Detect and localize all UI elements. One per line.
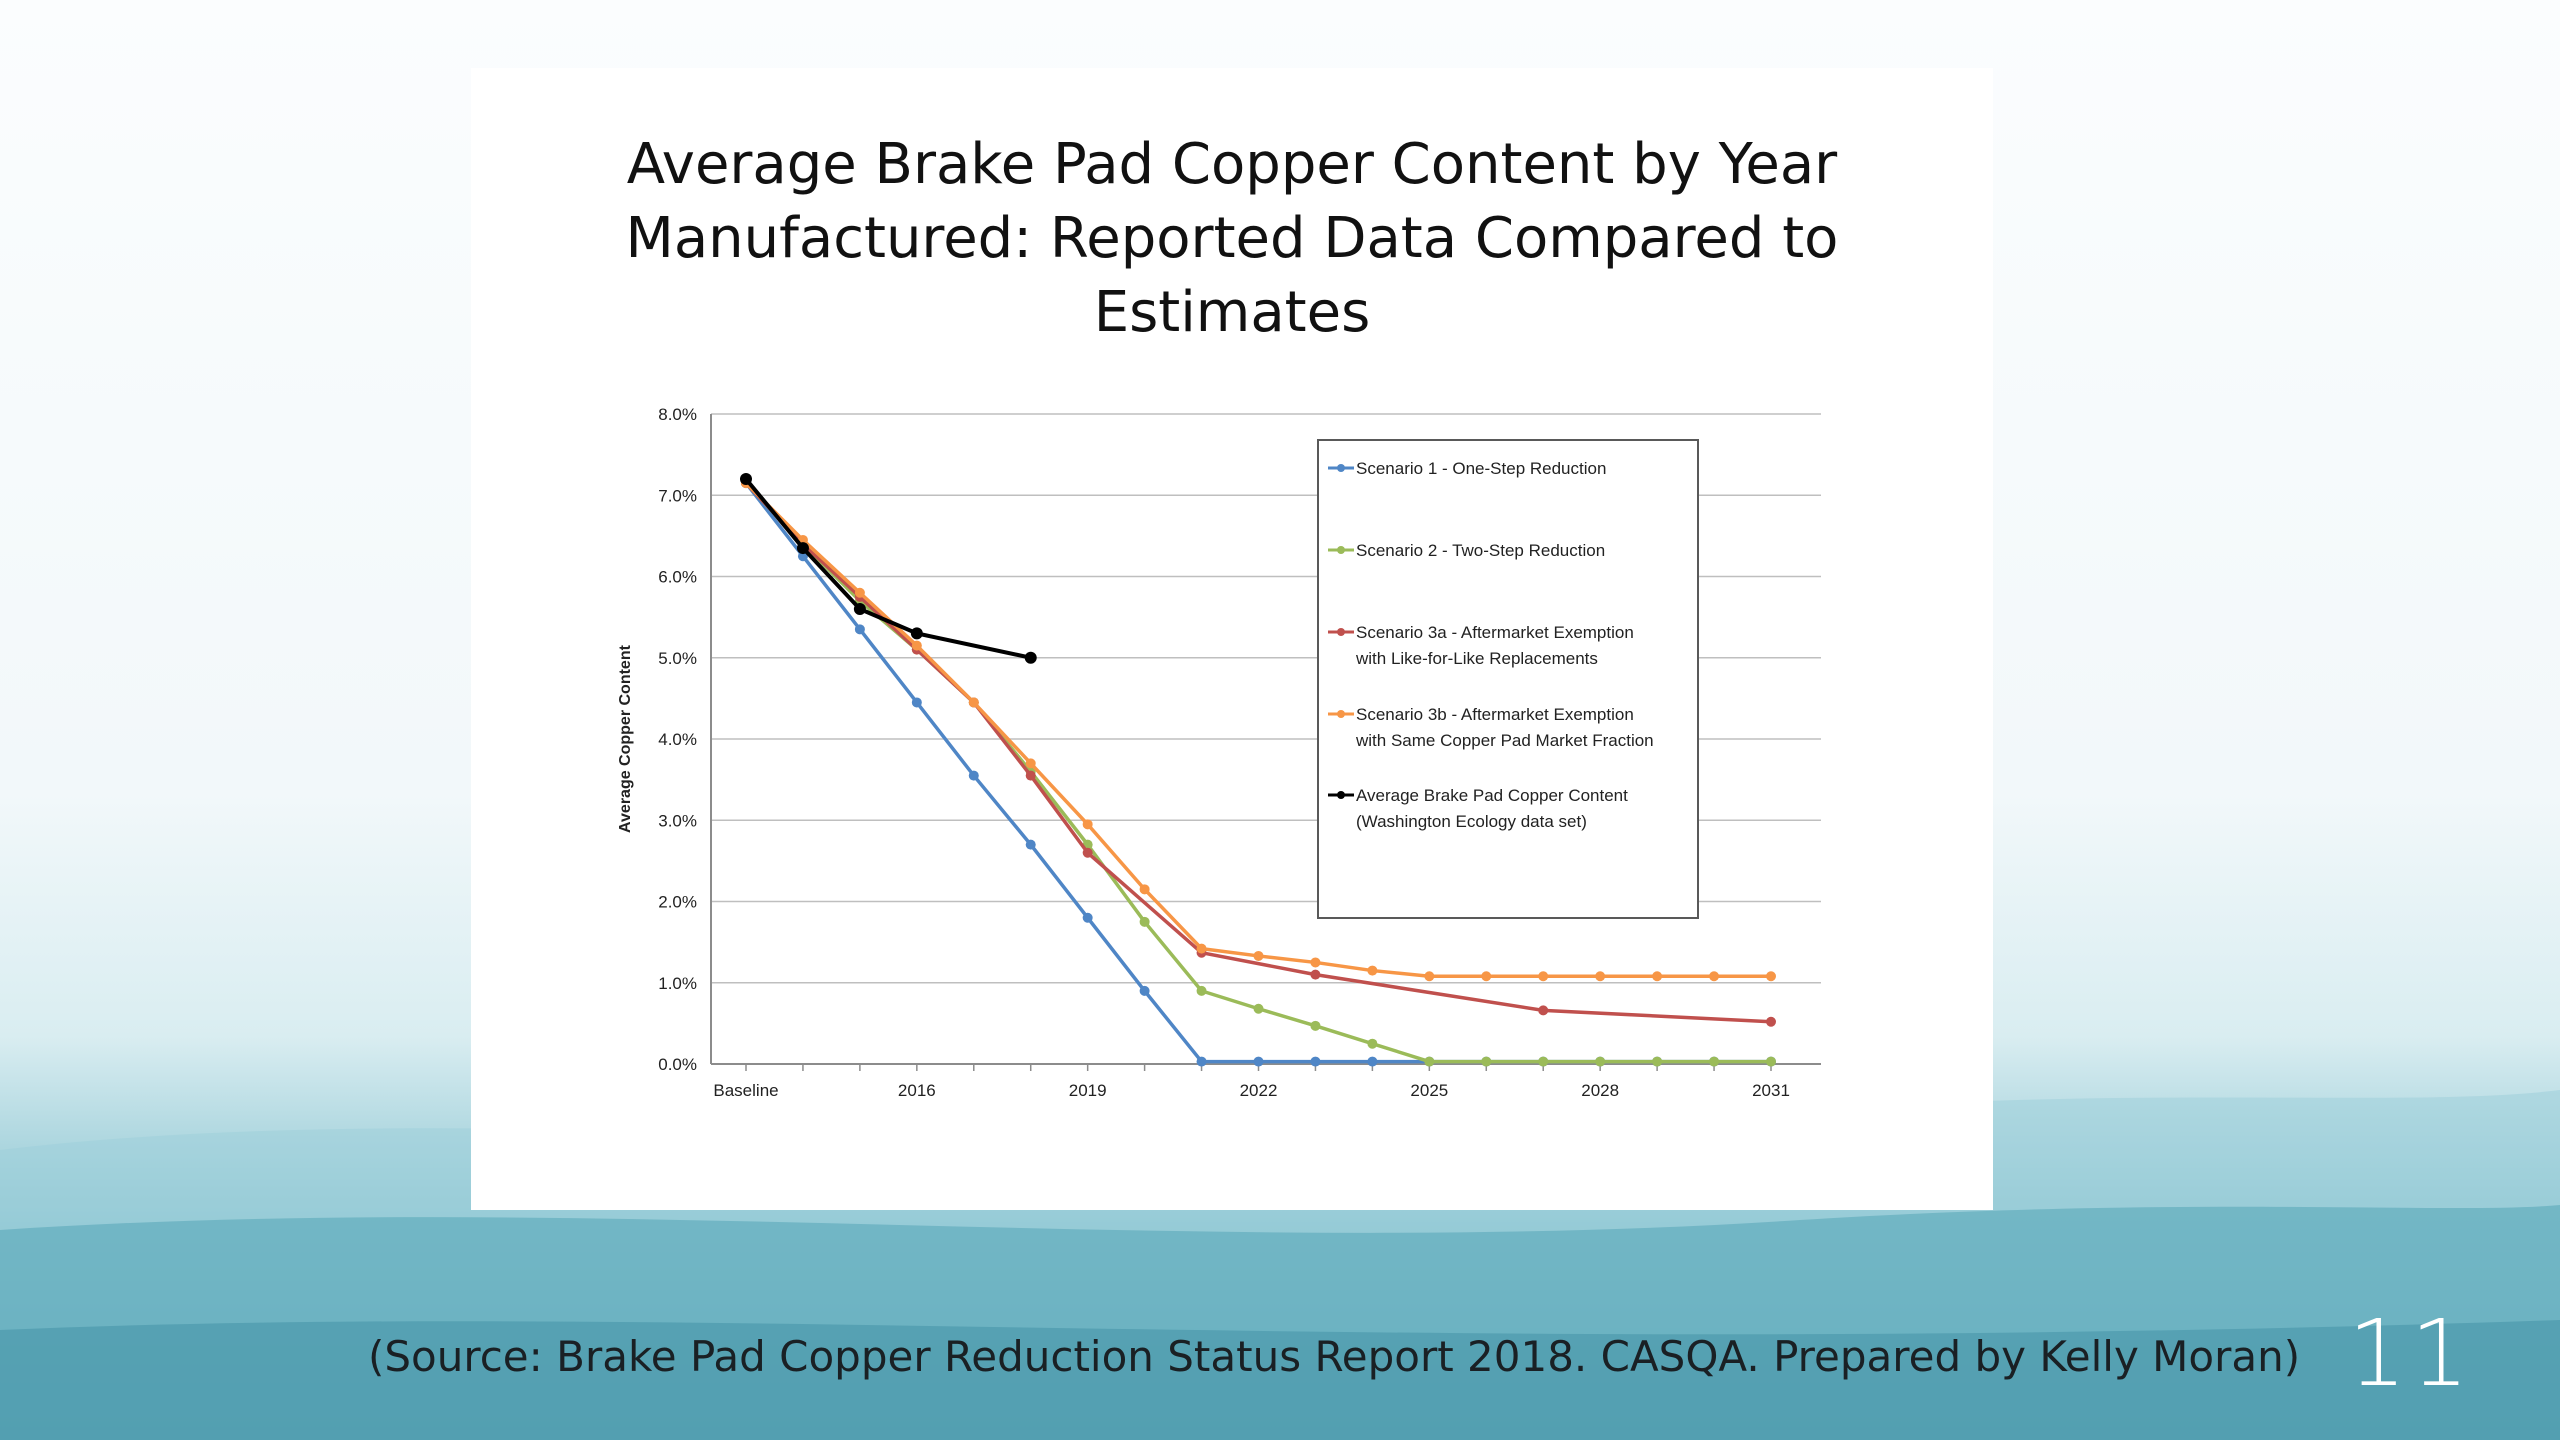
- legend-marker-washington: [1337, 791, 1345, 799]
- y-tick-label: 8.0%: [658, 405, 697, 424]
- data-point-washington: [910, 627, 923, 640]
- data-point-scenario3b: [1709, 971, 1720, 982]
- y-tick-label: 5.0%: [658, 649, 697, 668]
- legend-label-scenario3a: Scenario 3a - Aftermarket Exemption with …: [1355, 623, 1634, 668]
- y-tick-label: 0.0%: [658, 1055, 697, 1074]
- data-point-scenario3a: [1310, 969, 1321, 980]
- legend-label-scenario1: Scenario 1 - One-Step Reduction: [1356, 459, 1606, 478]
- data-point-scenario3a: [1766, 1016, 1776, 1027]
- x-tick-label: Baseline: [713, 1081, 778, 1100]
- data-point-scenario2: [1766, 1056, 1776, 1067]
- data-point-scenario3a: [1025, 770, 1036, 781]
- data-point-scenario1: [1310, 1056, 1321, 1067]
- data-point-scenario3b: [1652, 971, 1663, 982]
- data-point-washington: [740, 473, 752, 485]
- data-point-washington: [796, 542, 809, 555]
- x-tick-label: 2022: [1240, 1081, 1278, 1100]
- data-point-scenario3b: [1196, 943, 1207, 954]
- data-point-scenario2: [1196, 985, 1207, 996]
- legend-label-scenario3b: Scenario 3b - Aftermarket Exemption with …: [1355, 705, 1654, 750]
- data-point-scenario2: [1367, 1038, 1378, 1049]
- source-note: (Source: Brake Pad Copper Reduction Stat…: [368, 1332, 2301, 1381]
- data-point-washington: [853, 603, 866, 615]
- data-point-scenario3b: [1310, 957, 1321, 968]
- y-axis-title: Average Copper Content: [617, 644, 634, 833]
- legend-box: [1317, 439, 1699, 919]
- data-point-scenario1: [911, 697, 922, 708]
- data-point-scenario3b: [1595, 971, 1606, 982]
- data-point-scenario2: [1424, 1056, 1435, 1067]
- legend-marker-scenario1: [1337, 464, 1345, 472]
- y-tick-label: 2.0%: [658, 893, 697, 912]
- data-point-scenario1: [1139, 985, 1150, 996]
- data-point-scenario3b: [968, 697, 979, 708]
- legend-marker-scenario2: [1337, 546, 1345, 554]
- legend-marker-scenario3b: [1337, 710, 1345, 718]
- data-point-scenario3b: [1082, 819, 1093, 830]
- data-point-scenario3b: [1424, 971, 1435, 982]
- y-tick-label: 4.0%: [658, 730, 697, 749]
- y-tick-label: 6.0%: [658, 568, 697, 587]
- legend-label-scenario2: Scenario 2 - Two-Step Reduction: [1356, 541, 1605, 560]
- x-tick-label: 2016: [898, 1081, 936, 1100]
- data-point-washington: [1024, 651, 1037, 664]
- data-point-scenario2: [1595, 1056, 1606, 1067]
- data-point-scenario1: [1253, 1056, 1264, 1067]
- series-line-washington: [744, 477, 1032, 660]
- chart-title: Average Brake Pad Copper Content by Year…: [625, 132, 1839, 345]
- data-point-scenario1: [797, 551, 808, 562]
- x-tick-label: 2025: [1410, 1081, 1448, 1100]
- legend-label-washington: Average Brake Pad Copper Content (Washing…: [1356, 786, 1628, 831]
- data-point-scenario3b: [1139, 884, 1150, 895]
- chart-card: 0.0% 1.0% 2.0% 3.0% 4.0% 5.0% 6.0% 7.0% 8.0% Base…: [471, 68, 1993, 1210]
- x-tick-label: 2028: [1581, 1081, 1619, 1100]
- data-point-scenario3b: [1025, 758, 1036, 769]
- data-point-scenario2: [1538, 1056, 1549, 1067]
- data-point-scenario1: [1367, 1056, 1378, 1067]
- line-chart: 0.0% 1.0% 2.0% 3.0% 4.0% 5.0% 6.0% 7.0% 8.0% Base…: [617, 405, 1821, 1100]
- x-tick-label: 2019: [1069, 1081, 1107, 1100]
- y-tick-label: 7.0%: [658, 486, 697, 505]
- data-point-scenario3b: [1766, 971, 1776, 982]
- y-tick-label: 1.0%: [658, 974, 697, 993]
- data-point-scenario1: [968, 770, 979, 781]
- data-point-scenario3b: [1538, 971, 1549, 982]
- data-point-scenario3b: [1253, 950, 1264, 961]
- data-point-scenario2: [1709, 1056, 1720, 1067]
- y-tick-label: 3.0%: [658, 811, 697, 830]
- data-point-scenario3a: [1082, 847, 1093, 858]
- data-point-scenario1: [1025, 839, 1036, 850]
- data-point-scenario3b: [1367, 965, 1378, 976]
- data-point-scenario2: [1652, 1056, 1663, 1067]
- data-point-scenario1: [854, 624, 865, 635]
- data-point-scenario3b: [911, 640, 922, 651]
- data-point-scenario2: [1481, 1056, 1492, 1067]
- data-point-scenario3b: [854, 587, 865, 598]
- data-point-scenario2: [1310, 1020, 1321, 1031]
- slide-number: 11: [2348, 1300, 2474, 1407]
- data-point-scenario2: [1139, 916, 1150, 927]
- x-tick-label: 2031: [1752, 1081, 1790, 1100]
- legend-marker-scenario3a: [1337, 628, 1345, 636]
- data-point-scenario1: [1196, 1056, 1207, 1067]
- data-point-scenario2: [1253, 1003, 1264, 1014]
- data-point-scenario3b: [1481, 971, 1492, 982]
- data-point-scenario1: [1082, 912, 1093, 923]
- data-point-scenario3a: [1538, 1005, 1549, 1016]
